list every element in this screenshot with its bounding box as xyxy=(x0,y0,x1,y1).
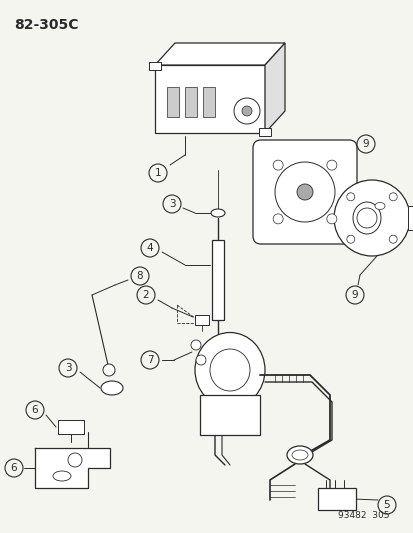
FancyBboxPatch shape xyxy=(185,87,197,117)
Circle shape xyxy=(274,162,334,222)
Polygon shape xyxy=(154,43,284,65)
Circle shape xyxy=(163,195,180,213)
Circle shape xyxy=(346,235,354,243)
Polygon shape xyxy=(264,43,284,133)
FancyBboxPatch shape xyxy=(259,128,271,136)
Circle shape xyxy=(326,160,336,170)
Polygon shape xyxy=(35,448,110,488)
Text: 6: 6 xyxy=(32,405,38,415)
Text: 82-305C: 82-305C xyxy=(14,18,78,32)
Circle shape xyxy=(59,359,77,377)
FancyBboxPatch shape xyxy=(252,140,356,244)
Circle shape xyxy=(149,164,166,182)
Ellipse shape xyxy=(352,202,380,234)
FancyBboxPatch shape xyxy=(317,488,355,510)
Text: 6: 6 xyxy=(11,463,17,473)
Ellipse shape xyxy=(211,209,224,217)
Circle shape xyxy=(346,193,354,201)
Ellipse shape xyxy=(53,471,71,481)
Text: 7: 7 xyxy=(146,355,153,365)
FancyBboxPatch shape xyxy=(199,395,259,435)
Ellipse shape xyxy=(209,349,249,391)
Circle shape xyxy=(68,453,82,467)
Circle shape xyxy=(26,401,44,419)
Circle shape xyxy=(141,351,159,369)
FancyBboxPatch shape xyxy=(166,87,178,117)
FancyBboxPatch shape xyxy=(58,420,84,434)
Circle shape xyxy=(141,239,159,257)
Circle shape xyxy=(137,286,154,304)
Text: 8: 8 xyxy=(136,271,143,281)
Circle shape xyxy=(131,267,149,285)
FancyBboxPatch shape xyxy=(154,65,264,133)
Circle shape xyxy=(388,193,396,201)
Circle shape xyxy=(242,106,252,116)
Text: 2: 2 xyxy=(142,290,149,300)
FancyBboxPatch shape xyxy=(211,240,223,320)
Ellipse shape xyxy=(333,180,409,256)
Circle shape xyxy=(273,160,282,170)
Text: 5: 5 xyxy=(383,500,389,510)
FancyBboxPatch shape xyxy=(202,87,214,117)
Text: 4: 4 xyxy=(146,243,153,253)
Circle shape xyxy=(377,496,395,514)
Circle shape xyxy=(345,286,363,304)
Ellipse shape xyxy=(195,333,264,408)
Circle shape xyxy=(388,235,396,243)
Circle shape xyxy=(103,364,115,376)
FancyBboxPatch shape xyxy=(149,62,161,70)
Ellipse shape xyxy=(101,381,123,395)
Ellipse shape xyxy=(374,203,384,209)
Text: 1: 1 xyxy=(154,168,161,178)
FancyBboxPatch shape xyxy=(407,206,413,230)
Circle shape xyxy=(273,214,282,224)
FancyBboxPatch shape xyxy=(195,315,209,325)
Circle shape xyxy=(195,355,206,365)
Circle shape xyxy=(326,214,336,224)
Text: 9: 9 xyxy=(351,290,357,300)
Text: 3: 3 xyxy=(168,199,175,209)
Text: 3: 3 xyxy=(64,363,71,373)
Ellipse shape xyxy=(286,446,312,464)
Text: 9: 9 xyxy=(362,139,368,149)
Ellipse shape xyxy=(291,450,307,460)
Circle shape xyxy=(356,135,374,153)
Circle shape xyxy=(296,184,312,200)
Circle shape xyxy=(5,459,23,477)
Circle shape xyxy=(356,208,376,228)
Text: 93482  305: 93482 305 xyxy=(338,511,389,520)
Circle shape xyxy=(190,340,201,350)
